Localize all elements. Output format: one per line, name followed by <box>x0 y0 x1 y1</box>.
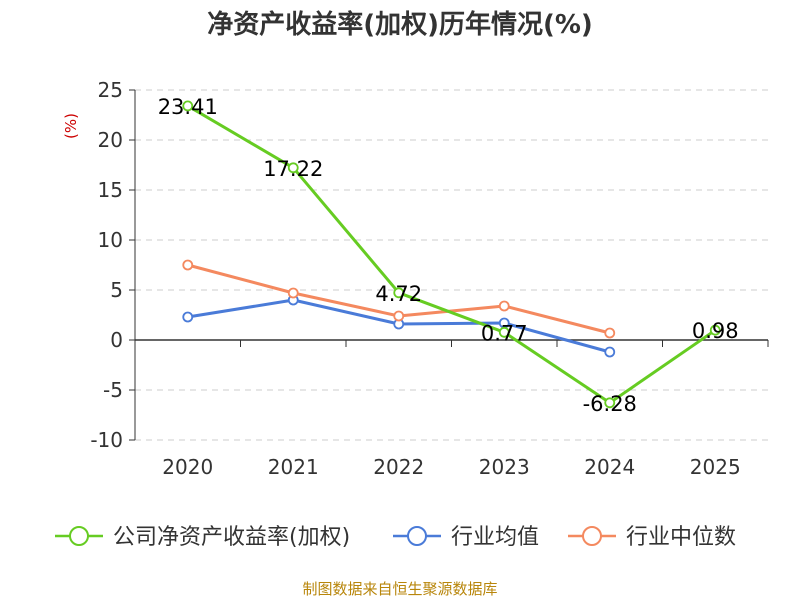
data-point <box>604 397 616 409</box>
y-tick-label: -10 <box>90 428 123 452</box>
legend-label: 行业均值 <box>451 525 539 550</box>
series-lines <box>187 104 717 405</box>
x-tick-label: 2022 <box>373 455 424 479</box>
data-label: 0.98 <box>692 319 739 343</box>
data-point <box>709 324 721 336</box>
y-tick-label: 10 <box>98 228 123 252</box>
legend-marker <box>407 526 427 546</box>
data-point <box>498 300 510 312</box>
data-label: 0.77 <box>481 321 528 345</box>
x-tick-label: 2024 <box>584 455 635 479</box>
legend-marker <box>69 526 89 546</box>
y-tick-label: 25 <box>98 78 123 102</box>
legend-label: 公司净资产收益率(加权) <box>113 525 350 550</box>
x-tick-label: 2025 <box>690 455 741 479</box>
y-tick-label: -5 <box>103 378 123 402</box>
legend-label: 行业中位数 <box>626 525 736 550</box>
data-point <box>604 327 616 339</box>
data-label: 17.22 <box>263 157 323 181</box>
grid-lines <box>135 89 768 441</box>
data-point <box>287 287 299 299</box>
data-point <box>182 311 194 323</box>
source-note: 制图数据来自恒生聚源数据库 <box>302 580 498 598</box>
x-tick-label: 2020 <box>162 455 213 479</box>
y-tick-label: 0 <box>110 328 123 352</box>
legend: 公司净资产收益率(加权) 行业均值 行业中位数 <box>55 525 736 550</box>
y-tick-label: 15 <box>98 178 123 202</box>
x-tick-label: 2021 <box>268 455 319 479</box>
y-tick-label: 20 <box>98 128 123 152</box>
axes: 25 20 15 10 5 0 -5 -10 2020 2021 2022 2023 2024 2025 (… <box>62 78 769 479</box>
series-line <box>187 104 717 405</box>
data-label: 4.72 <box>375 282 422 306</box>
data-point <box>604 346 616 358</box>
y-tick-label: 5 <box>110 278 123 302</box>
data-point <box>182 100 194 112</box>
data-point <box>393 310 405 322</box>
data-point <box>393 287 405 299</box>
data-label: -6.28 <box>583 392 637 416</box>
legend-marker <box>582 526 602 546</box>
chart-title: 净资产收益率(加权)历年情况(%) <box>207 10 593 40</box>
data-point <box>287 162 299 174</box>
data-point <box>182 259 194 271</box>
series-points <box>182 100 721 409</box>
data-point <box>498 326 510 338</box>
data-labels: 23.41 17.22 4.72 0.77 -6.28 0.98 <box>158 95 739 416</box>
y-axis-label: (%) <box>62 113 80 139</box>
data-label: 23.41 <box>158 95 218 119</box>
x-tick-label: 2023 <box>479 455 530 479</box>
